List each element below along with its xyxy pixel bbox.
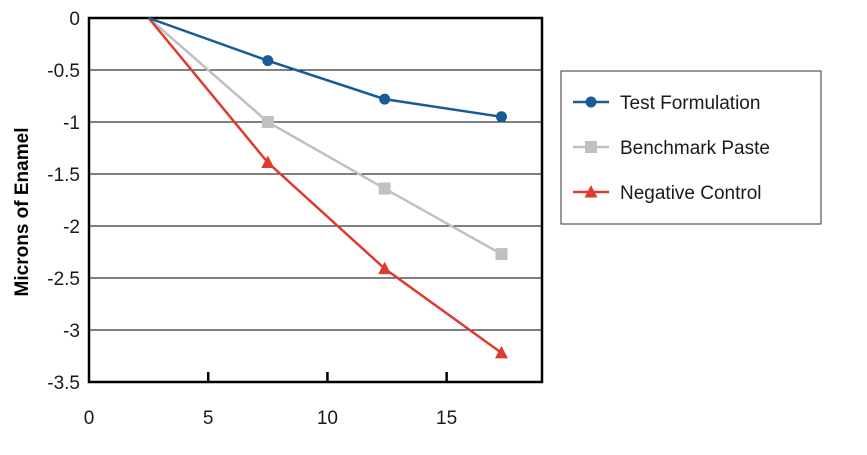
series-2	[147, 17, 508, 359]
data-point	[261, 116, 274, 128]
legend: Test Formulation Benchmark Paste Negative …	[560, 70, 822, 225]
y-tick-label: -1.5	[47, 165, 80, 186]
y-tick-label: -3	[63, 321, 80, 342]
series-0	[148, 16, 507, 123]
data-point	[494, 345, 508, 359]
legend-label: Negative Control	[620, 183, 762, 204]
plot-area	[87, 16, 544, 384]
y-axis-tick-labels: 0 -0.5 -1 -1.5 -2 -2.5 -3 -3.5	[47, 9, 80, 394]
series-line	[147, 17, 503, 354]
series-line	[147, 17, 503, 256]
x-tick-label: 5	[203, 408, 214, 429]
y-tick-label: 0	[69, 9, 80, 30]
x-tick-label: 0	[84, 408, 95, 429]
y-tick-label: -1	[63, 113, 80, 134]
legend-label: Test Formulation	[620, 93, 760, 114]
y-tick-label: -3.5	[47, 373, 80, 394]
y-axis-title: Microns of Enamel	[12, 128, 33, 297]
y-tick-label: -2	[63, 217, 80, 238]
data-point	[379, 93, 391, 105]
data-point	[262, 55, 274, 67]
legend-marker	[585, 141, 597, 153]
data-point	[495, 111, 507, 123]
x-axis-tick-labels: 0 5 10 15	[84, 408, 457, 429]
x-tick-label: 15	[436, 408, 457, 429]
data-point	[495, 248, 508, 261]
legend-label: Benchmark Paste	[620, 138, 770, 159]
legend-item: Negative Control	[573, 183, 762, 204]
legend-item: Test Formulation	[573, 93, 760, 114]
data-point	[261, 155, 275, 169]
x-axis-ticks	[206, 372, 448, 382]
legend-marker	[584, 185, 598, 198]
x-tick-label: 10	[317, 408, 338, 429]
y-tick-label: -2.5	[47, 269, 80, 290]
grid-lines	[89, 69, 542, 331]
data-point	[378, 182, 391, 195]
legend-marker	[585, 96, 597, 108]
legend-item: Benchmark Paste	[573, 138, 770, 159]
series-lines	[147, 16, 508, 359]
data-point	[378, 261, 392, 275]
series-line	[148, 16, 502, 119]
y-tick-label: -0.5	[47, 61, 80, 82]
series-1	[147, 17, 508, 261]
